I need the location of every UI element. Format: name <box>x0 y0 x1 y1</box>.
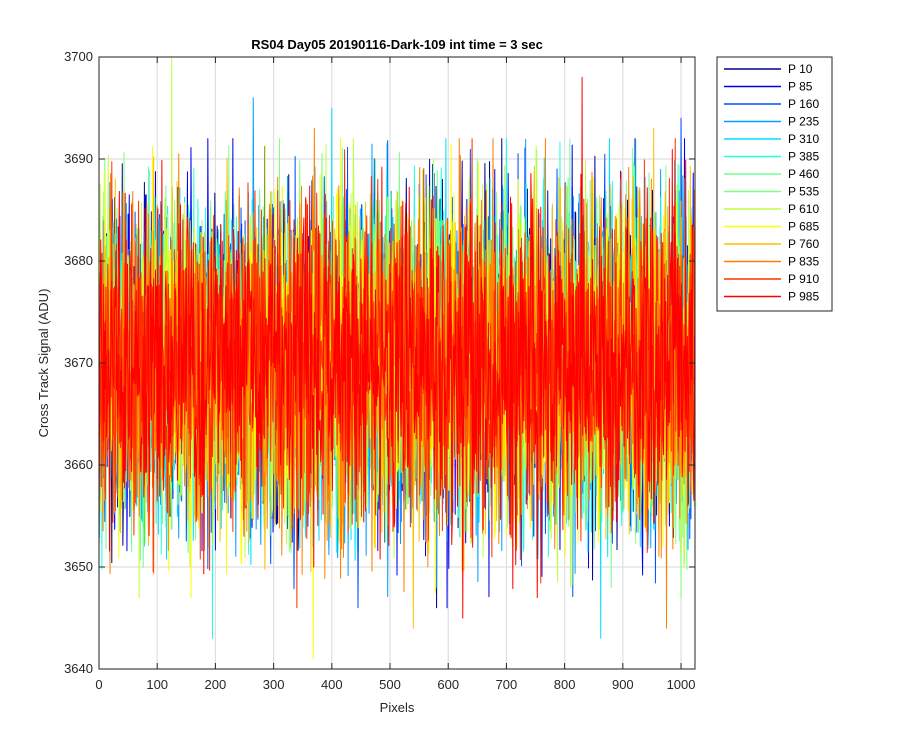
series-layer <box>98 56 695 660</box>
x-tick-label: 800 <box>554 677 576 692</box>
y-tick-label: 3690 <box>64 151 93 166</box>
x-tick-label: 400 <box>321 677 343 692</box>
legend-items: P 10 P 85 P 160 P 235 P 310 P 385 P 460 P 535 P … <box>724 62 819 304</box>
legend-label: P 910 <box>788 272 819 286</box>
y-tick-label: 3640 <box>64 661 93 676</box>
x-tick-label: 300 <box>263 677 285 692</box>
legend-box <box>716 56 833 312</box>
axis-ticks <box>98 56 695 670</box>
x-tick-label: 700 <box>496 677 518 692</box>
legend-label: P 610 <box>788 202 819 216</box>
x-tick-label: 900 <box>612 677 634 692</box>
legend-label: P 10 <box>788 62 813 76</box>
x-tick-label: 100 <box>146 677 168 692</box>
x-tick-label: 1000 <box>667 677 696 692</box>
legend-label: P 760 <box>788 237 819 251</box>
legend: P 10 P 85 P 160 P 235 P 310 P 385 P 460 P 535 P … <box>716 56 833 312</box>
chart-title: RS04 Day05 20190116-Dark-109 int time = … <box>251 37 543 52</box>
legend-label: P 835 <box>788 255 819 269</box>
x-axis-label: Pixels <box>380 700 415 715</box>
x-tick-label: 600 <box>437 677 459 692</box>
legend-label: P 535 <box>788 185 819 199</box>
y-tick-labels: 3640 3650 3660 3670 3680 3690 3700 <box>64 49 93 676</box>
y-tick-label: 3700 <box>64 49 93 64</box>
legend-label: P 985 <box>788 290 819 304</box>
y-tick-label: 3650 <box>64 559 93 574</box>
legend-label: P 235 <box>788 115 819 129</box>
y-axis-label: Cross Track Signal (ADU) <box>36 289 51 438</box>
y-tick-label: 3660 <box>64 457 93 472</box>
x-tick-label: 500 <box>379 677 401 692</box>
x-tick-label: 200 <box>205 677 227 692</box>
x-tick-labels: 0 100 200 300 400 500 600 700 800 900 1000 <box>95 677 695 692</box>
legend-label: P 160 <box>788 97 819 111</box>
legend-label: P 310 <box>788 132 819 146</box>
y-tick-label: 3680 <box>64 253 93 268</box>
legend-label: P 385 <box>788 150 819 164</box>
y-tick-label: 3670 <box>64 355 93 370</box>
legend-label: P 685 <box>788 220 819 234</box>
series-line-p-985 <box>98 76 695 619</box>
x-tick-label: 0 <box>95 677 102 692</box>
legend-label: P 85 <box>788 80 813 94</box>
legend-label: P 460 <box>788 167 819 181</box>
